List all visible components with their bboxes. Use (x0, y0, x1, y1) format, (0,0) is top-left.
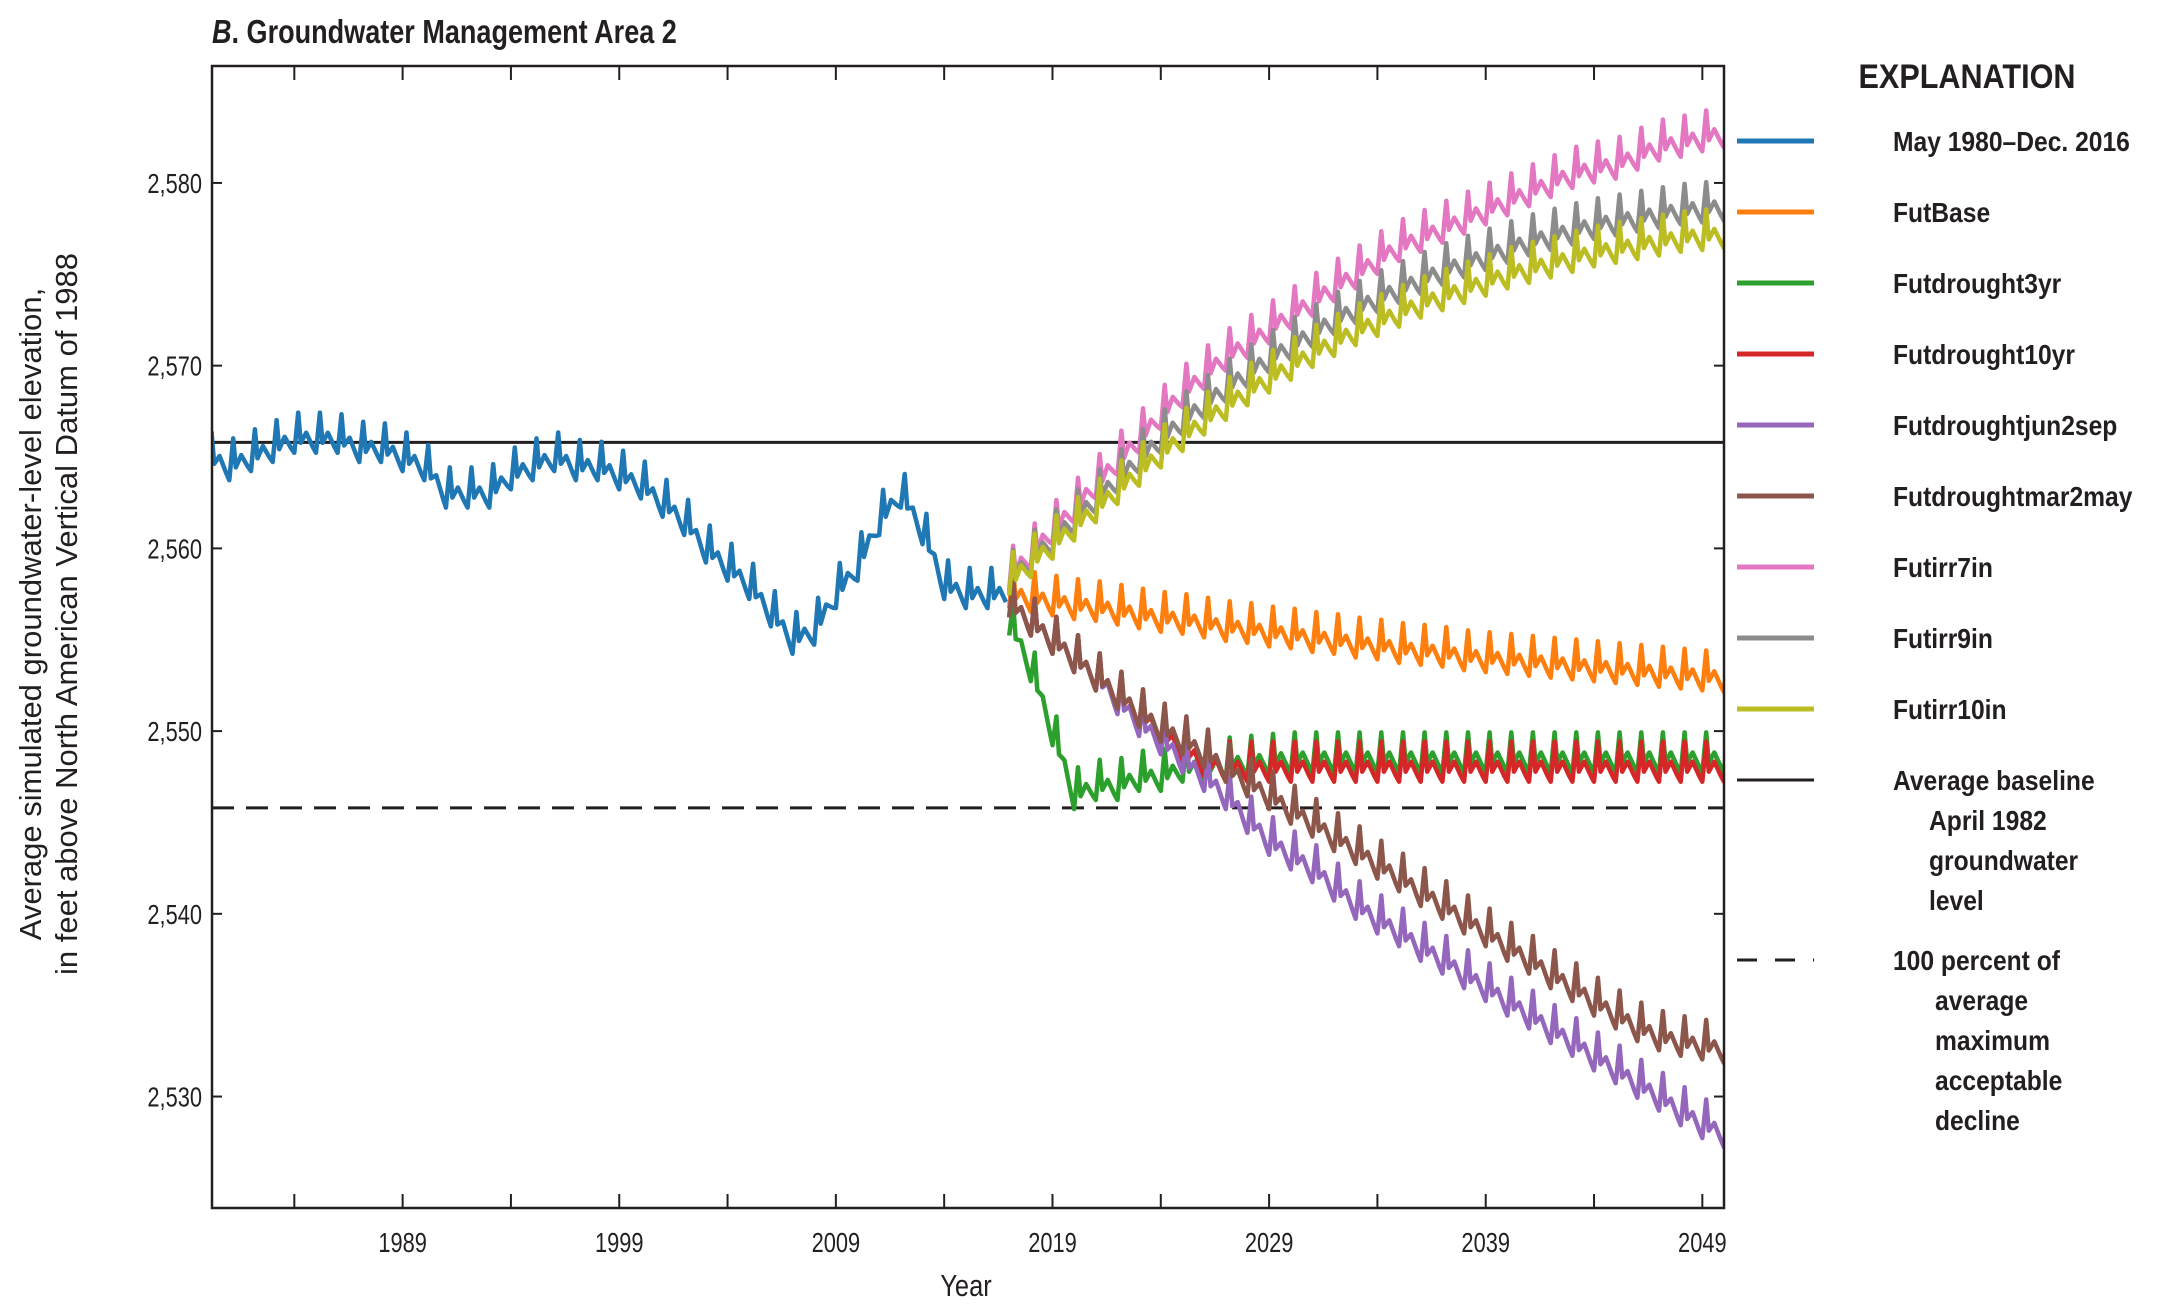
legend-label: level (1929, 885, 1984, 917)
series-line-futirr9in (1006, 179, 1724, 594)
legend-label: Average baseline (1893, 765, 2095, 797)
series-line-futbase (1006, 566, 1724, 695)
axis-ticks: 1989 1999 2009 2019 2029 2039 2049 2,530 2,540 2,… (147, 66, 1727, 1259)
y-tick-label: 2,540 (147, 899, 202, 930)
x-tick-label: 2039 (1461, 1227, 1510, 1258)
series-line-futirr10in (1006, 207, 1724, 596)
plot-area (212, 108, 1724, 1150)
x-tick-label: 2009 (812, 1227, 861, 1258)
series-line-futdrought3yr (1006, 601, 1724, 812)
x-tick-label: 2019 (1028, 1227, 1077, 1258)
y-tick-label: 2,560 (147, 534, 202, 565)
legend-label: decline (1935, 1105, 2020, 1137)
x-axis-title: Year (940, 1269, 991, 1304)
x-tick-label: 2049 (1678, 1227, 1727, 1258)
chart-title: B. Groundwater Management Area 2 (212, 15, 677, 51)
legend-label: acceptable (1935, 1065, 2062, 1097)
x-tick-label: 2029 (1245, 1227, 1294, 1258)
legend: EXPLANATION May 1980–Dec. 2016 FutBase Fut… (1737, 58, 2133, 1137)
legend-label: Futdroughtmar2may (1893, 481, 2133, 513)
legend-label: FutBase (1893, 197, 1990, 229)
legend-label: May 1980–Dec. 2016 (1893, 126, 2130, 158)
legend-label: average (1935, 985, 2028, 1017)
legend-label: April 1982 (1929, 805, 2047, 837)
legend-title: EXPLANATION (1859, 58, 2076, 96)
y-axis-title-line-1: Average simulated groundwater-level elev… (13, 288, 48, 941)
legend-label: Futirr7in (1893, 552, 1993, 584)
legend-label: 100 percent of (1893, 945, 2060, 977)
plot-frame (210, 64, 1726, 1210)
series-line-futdroughtmar2may (1006, 578, 1724, 1066)
chart-title-prefix: B (212, 15, 232, 51)
legend-label: Futdrought3yr (1893, 268, 2061, 300)
series-line-may-1980-dec-2016 (212, 410, 1008, 657)
legend-label: Futirr9in (1893, 623, 1993, 655)
series-line-futirr7in (1006, 108, 1724, 591)
legend-label: groundwater (1929, 845, 2078, 877)
series-line-futdroughtjun2sep (1006, 578, 1724, 1150)
legend-label: Futdroughtjun2sep (1893, 410, 2117, 442)
legend-label: maximum (1935, 1025, 2050, 1057)
y-axis-title-line-2: in feet above North American Vertical Da… (49, 253, 84, 975)
x-tick-label: 1999 (595, 1227, 644, 1258)
y-tick-label: 2,570 (147, 351, 202, 382)
x-tick-label: 1989 (378, 1227, 427, 1258)
legend-label: Futdrought10yr (1893, 339, 2075, 371)
y-tick-label: 2,580 (147, 168, 202, 199)
legend-label: Futirr10in (1893, 694, 2007, 726)
chart-title-text: . Groundwater Management Area 2 (232, 15, 677, 51)
y-tick-label: 2,550 (147, 717, 202, 748)
y-tick-label: 2,530 (147, 1082, 202, 1113)
